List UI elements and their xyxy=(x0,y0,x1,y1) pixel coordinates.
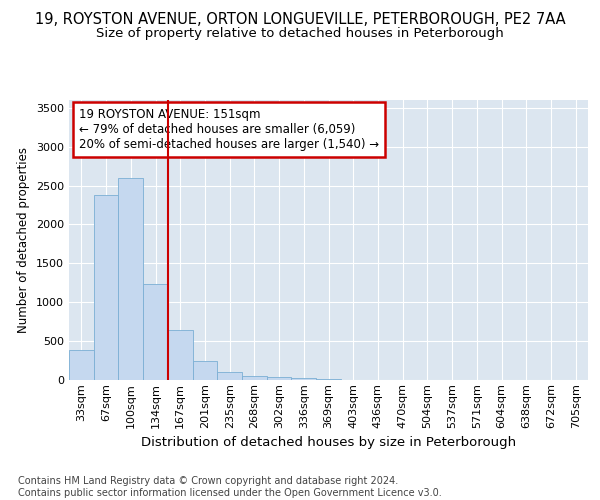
Bar xyxy=(292,378,316,380)
Bar xyxy=(168,330,193,380)
Bar xyxy=(316,379,341,380)
Bar xyxy=(242,376,267,380)
Y-axis label: Number of detached properties: Number of detached properties xyxy=(17,147,31,333)
Text: 19 ROYSTON AVENUE: 151sqm
← 79% of detached houses are smaller (6,059)
20% of se: 19 ROYSTON AVENUE: 151sqm ← 79% of detac… xyxy=(79,108,380,152)
Text: Contains HM Land Registry data © Crown copyright and database right 2024.
Contai: Contains HM Land Registry data © Crown c… xyxy=(18,476,442,498)
Text: 19, ROYSTON AVENUE, ORTON LONGUEVILLE, PETERBOROUGH, PE2 7AA: 19, ROYSTON AVENUE, ORTON LONGUEVILLE, P… xyxy=(35,12,565,28)
Text: Size of property relative to detached houses in Peterborough: Size of property relative to detached ho… xyxy=(96,28,504,40)
Bar xyxy=(69,350,94,380)
Bar xyxy=(143,284,168,380)
Bar xyxy=(217,372,242,380)
Bar xyxy=(267,377,292,380)
Bar xyxy=(94,195,118,380)
X-axis label: Distribution of detached houses by size in Peterborough: Distribution of detached houses by size … xyxy=(141,436,516,449)
Bar xyxy=(193,360,217,380)
Bar xyxy=(118,178,143,380)
